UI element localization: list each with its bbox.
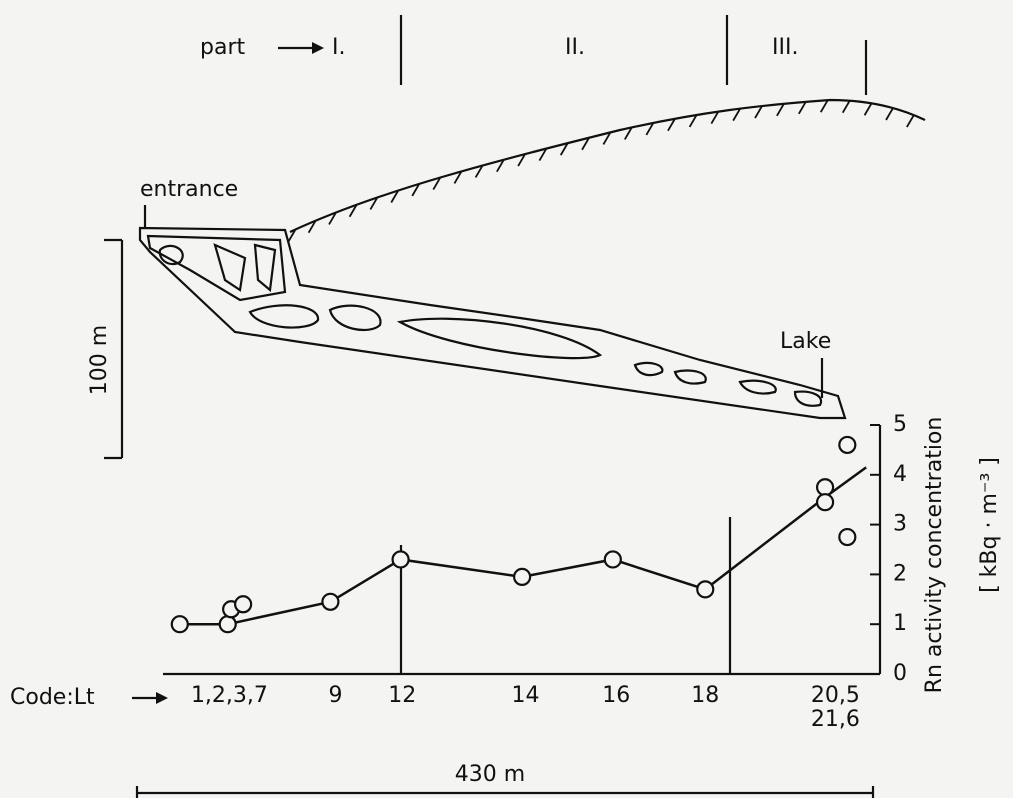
data-point xyxy=(696,580,715,599)
hatch xyxy=(328,212,337,225)
hatch xyxy=(474,165,484,178)
cave-passage xyxy=(328,304,382,332)
y-axis-label: Rn activity concentration xyxy=(922,417,947,694)
cave-passage xyxy=(158,244,184,266)
cave-passage xyxy=(253,243,277,293)
surface xyxy=(289,98,926,233)
hatch xyxy=(841,100,851,114)
cave-passage xyxy=(213,243,247,292)
x-tick-label: 12 xyxy=(388,683,417,708)
data-point xyxy=(838,435,857,455)
hatch xyxy=(819,99,829,113)
hatch xyxy=(906,114,915,128)
cave-passage xyxy=(633,361,664,377)
arrow-head xyxy=(156,692,168,704)
y-tick-label: 5 xyxy=(893,412,907,437)
data-point xyxy=(234,595,253,614)
data-point xyxy=(815,493,835,512)
scale-label: 100 m xyxy=(87,325,112,395)
hatch xyxy=(348,204,358,218)
hatch xyxy=(453,170,463,184)
hatch xyxy=(645,122,655,136)
x-tick-label: 20,5 21,6 xyxy=(810,683,860,733)
trend-line xyxy=(179,466,867,626)
annotation: Lake xyxy=(780,329,831,354)
hatch xyxy=(581,137,590,151)
hatch xyxy=(754,105,763,119)
scale-label: 430 m xyxy=(455,762,525,787)
hatch xyxy=(432,177,442,190)
cave-passage xyxy=(793,390,823,407)
y-tick-label: 3 xyxy=(893,512,907,537)
data-point xyxy=(218,615,237,634)
surface-hatching xyxy=(287,99,915,242)
hatch xyxy=(688,114,698,128)
hatch xyxy=(559,142,569,156)
y-tick-label: 1 xyxy=(893,611,907,636)
hatch xyxy=(496,159,505,173)
hatch xyxy=(885,107,894,121)
hatch xyxy=(624,126,633,140)
y-tick-label: 2 xyxy=(893,561,907,586)
x-tick-label: 14 xyxy=(511,683,540,708)
cave-passage xyxy=(248,304,320,329)
data-point xyxy=(838,527,857,547)
data-point xyxy=(815,478,835,497)
part-label: I. xyxy=(332,35,345,60)
cave-passage xyxy=(396,317,603,360)
hatch xyxy=(287,229,297,242)
hatch xyxy=(776,103,785,117)
arrow-head xyxy=(312,42,324,54)
y-axis-unit: [ kBq · m⁻³ ] xyxy=(977,457,1002,593)
hatch xyxy=(390,190,400,203)
hatch xyxy=(307,220,317,234)
hatch xyxy=(369,196,379,210)
data-point xyxy=(170,615,189,634)
hatch xyxy=(710,111,720,125)
cave-passage xyxy=(146,234,287,302)
x-tick-label: 18 xyxy=(691,683,720,708)
hatch xyxy=(602,131,612,145)
data-point xyxy=(603,550,622,569)
data-point xyxy=(391,550,410,569)
hatch xyxy=(798,101,807,115)
y-tick-label: 4 xyxy=(893,462,907,487)
y-tick-label: 0 xyxy=(893,661,907,686)
x-tick-label: 16 xyxy=(602,683,631,708)
hatch xyxy=(411,183,420,197)
hatch xyxy=(863,102,873,116)
parts-label: part xyxy=(200,35,245,60)
cave-passage xyxy=(673,369,707,385)
code-label: Code:Lt xyxy=(10,685,95,710)
x-tick-label: 9 xyxy=(328,683,343,708)
data-point xyxy=(321,592,340,611)
cave-outline xyxy=(138,226,847,420)
part-label: II. xyxy=(565,35,585,60)
annotation: entrance xyxy=(140,177,238,202)
part-label: III. xyxy=(772,35,798,60)
hatch xyxy=(538,148,548,162)
x-tick-label: 1,2,3,7 xyxy=(190,683,268,708)
cave-passage xyxy=(738,379,777,395)
hatch xyxy=(517,153,526,167)
hatch xyxy=(667,118,676,132)
hatch xyxy=(732,108,741,122)
data-point xyxy=(513,567,532,586)
